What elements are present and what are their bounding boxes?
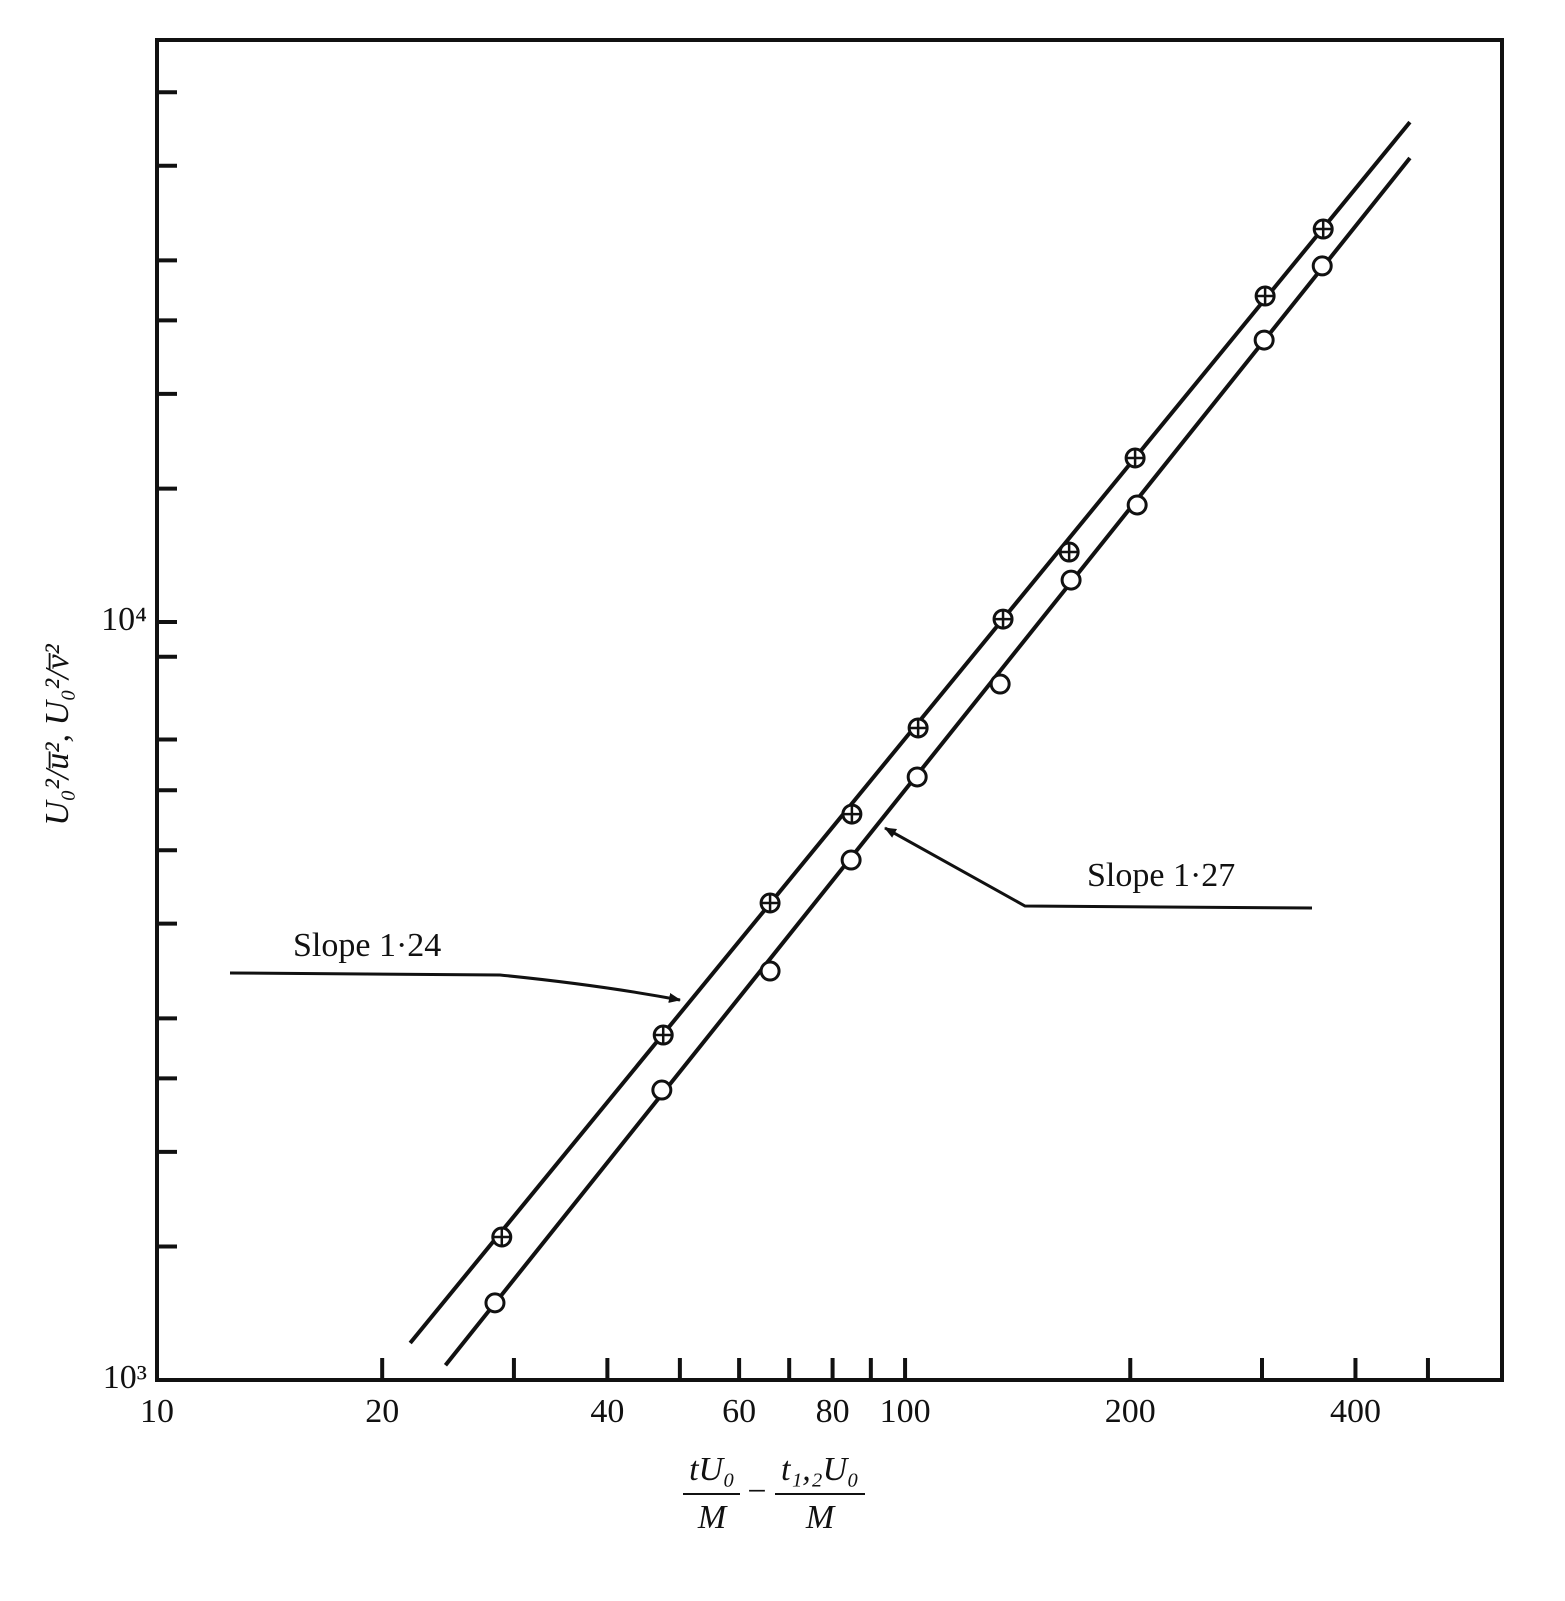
marker-cross xyxy=(994,610,1013,629)
x-label-op: − xyxy=(747,1473,766,1510)
y-tick-label: 10⁴ xyxy=(101,601,147,638)
fit-line xyxy=(443,156,1412,1367)
marker-cross xyxy=(1256,287,1275,306)
marker-circle xyxy=(1311,255,1333,277)
x-tick-label: 400 xyxy=(1330,1393,1381,1430)
x-tick-label: 100 xyxy=(880,1393,931,1430)
data-point xyxy=(1253,329,1275,351)
x-label-num: t₁,₂U₀ xyxy=(781,1451,859,1488)
data-point xyxy=(1311,255,1333,277)
y-tick-label: 10³ xyxy=(103,1359,147,1396)
marker-circle xyxy=(1126,494,1148,516)
marker-cross xyxy=(492,1228,511,1247)
marker-cross xyxy=(909,718,928,737)
data-point xyxy=(841,803,863,825)
marker-circle xyxy=(1060,569,1082,591)
data-point xyxy=(1124,447,1146,469)
marker-cross xyxy=(1314,220,1333,239)
data-point xyxy=(651,1079,673,1101)
data-point xyxy=(840,849,862,871)
annotation: Slope 1·24 xyxy=(293,927,441,964)
annotation: Slope 1·27 xyxy=(1087,857,1235,894)
marker-circle xyxy=(651,1079,673,1101)
marker-cross xyxy=(654,1026,673,1045)
y-axis-label: U₀²/u̅², U₀²/v̅² xyxy=(39,643,76,825)
x-tick-label: 40 xyxy=(590,1393,624,1430)
marker-cross xyxy=(761,894,780,913)
data-point xyxy=(652,1024,674,1046)
marker-circle xyxy=(906,766,928,788)
annotation-arrow xyxy=(229,971,681,1003)
x-tick-label: 60 xyxy=(722,1393,756,1430)
marker-cross xyxy=(842,805,861,824)
data-point xyxy=(1058,541,1080,563)
data-point xyxy=(989,673,1011,695)
data-point xyxy=(484,1292,506,1314)
data-point xyxy=(1254,285,1276,307)
data-point xyxy=(1312,218,1334,240)
x-label-den: M xyxy=(805,1499,836,1536)
marker-circle xyxy=(1253,329,1275,351)
marker-cross xyxy=(1126,448,1145,467)
data-point xyxy=(906,766,928,788)
data-point xyxy=(1126,494,1148,516)
marker-circle xyxy=(840,849,862,871)
data-point xyxy=(1060,569,1082,591)
marker-circle xyxy=(759,960,781,982)
data-point xyxy=(992,608,1014,630)
data-point xyxy=(759,960,781,982)
plot-frame xyxy=(155,38,1504,1382)
x-tick-label: 20 xyxy=(365,1393,399,1430)
annotation-arrow xyxy=(884,826,1313,910)
data-point xyxy=(759,892,781,914)
data-point xyxy=(907,717,929,739)
x-tick-label: 200 xyxy=(1105,1393,1156,1430)
marker-circle xyxy=(484,1292,506,1314)
data-point xyxy=(491,1226,513,1248)
marker-circle xyxy=(989,673,1011,695)
x-tick-label: 80 xyxy=(816,1393,850,1430)
x-tick-label: 10 xyxy=(140,1393,174,1430)
x-label-den: M xyxy=(697,1499,728,1536)
x-label-num: tU₀ xyxy=(689,1451,735,1488)
marker-cross xyxy=(1060,543,1079,562)
